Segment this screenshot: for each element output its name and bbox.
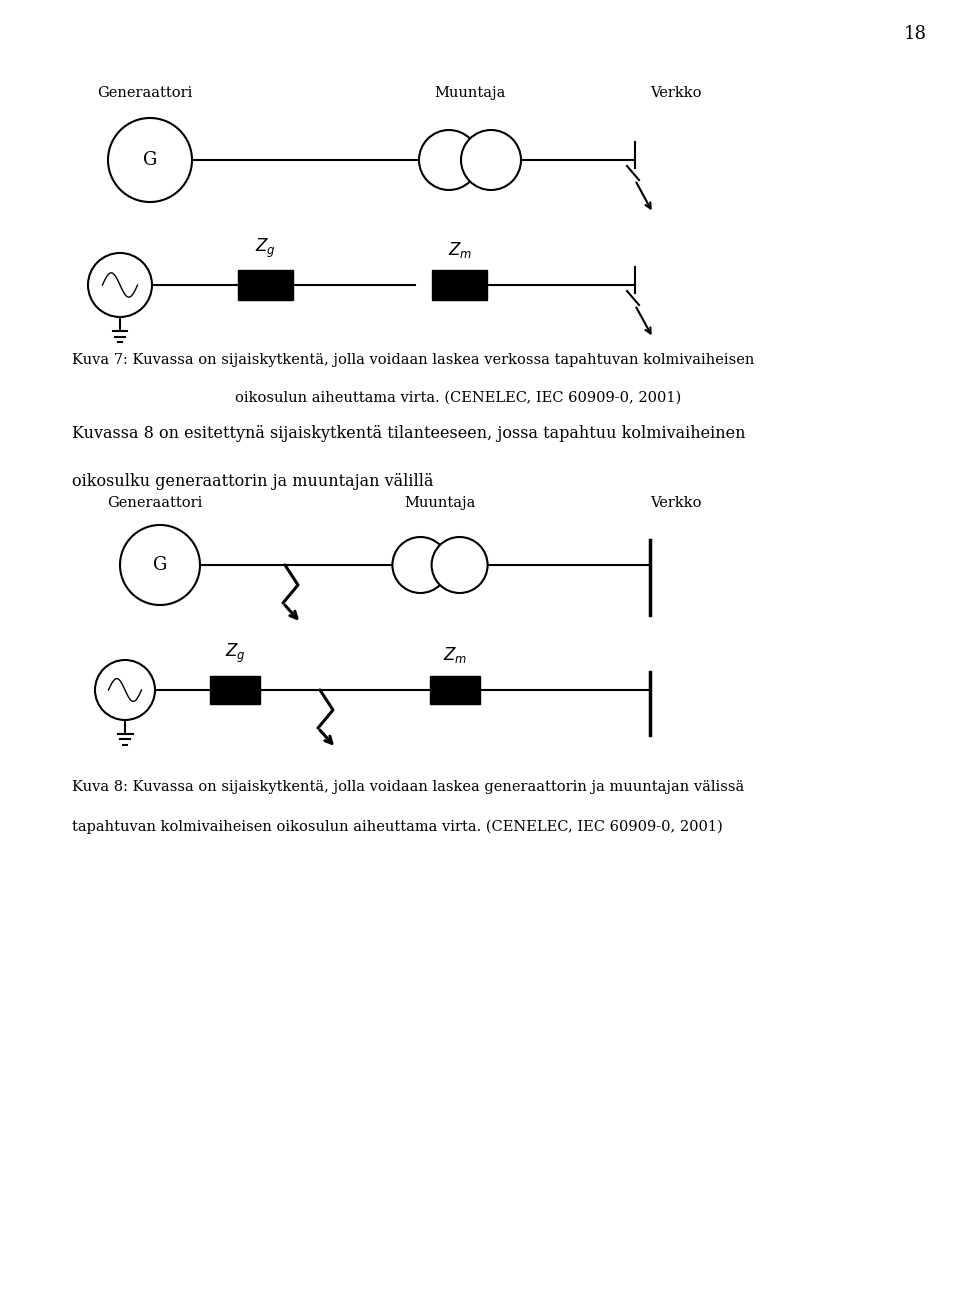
Text: Muuntaja: Muuntaja (404, 496, 476, 510)
Text: $Z_m$: $Z_m$ (448, 241, 472, 260)
Text: 18: 18 (903, 25, 926, 43)
Text: $Z_g$: $Z_g$ (225, 642, 246, 665)
Text: $Z_g$: $Z_g$ (254, 237, 276, 260)
Text: tapahtuvan kolmivaiheisen oikosulun aiheuttama virta. (CENELEC, IEC 60909-0, 200: tapahtuvan kolmivaiheisen oikosulun aihe… (72, 821, 723, 835)
Text: $Z_m$: $Z_m$ (443, 644, 468, 665)
Text: Generaattori: Generaattori (108, 496, 203, 510)
Text: Generaattori: Generaattori (97, 85, 193, 100)
Text: oikosulun aiheuttama virta. (CENELEC, IEC 60909-0, 2001): oikosulun aiheuttama virta. (CENELEC, IE… (235, 391, 682, 405)
Bar (430, 676, 480, 704)
Text: Verkko: Verkko (650, 496, 702, 510)
Text: G: G (143, 151, 157, 170)
Circle shape (88, 252, 152, 317)
Text: G: G (153, 556, 167, 575)
Circle shape (108, 118, 192, 203)
Circle shape (419, 130, 479, 189)
Circle shape (461, 130, 521, 189)
Text: oikosulku generaattorin ja muuntajan välillä: oikosulku generaattorin ja muuntajan väl… (72, 473, 434, 490)
Bar (237, 270, 293, 300)
Bar (433, 270, 488, 300)
Text: Kuvassa 8 on esitettynä sijaiskytkentä tilanteeseen, jossa tapahtuu kolmivaihein: Kuvassa 8 on esitettynä sijaiskytkentä t… (72, 425, 746, 442)
Bar (210, 676, 260, 704)
Text: Kuva 8: Kuvassa on sijaiskytkentä, jolla voidaan laskea generaattorin ja muuntaj: Kuva 8: Kuvassa on sijaiskytkentä, jolla… (72, 780, 744, 794)
Circle shape (95, 660, 155, 721)
Text: Verkko: Verkko (650, 85, 702, 100)
Circle shape (393, 537, 448, 593)
Circle shape (120, 525, 200, 605)
Text: Kuva 7: Kuvassa on sijaiskytkentä, jolla voidaan laskea verkossa tapahtuvan kolm: Kuva 7: Kuvassa on sijaiskytkentä, jolla… (72, 352, 755, 367)
Circle shape (432, 537, 488, 593)
Text: Muuntaja: Muuntaja (434, 85, 506, 100)
